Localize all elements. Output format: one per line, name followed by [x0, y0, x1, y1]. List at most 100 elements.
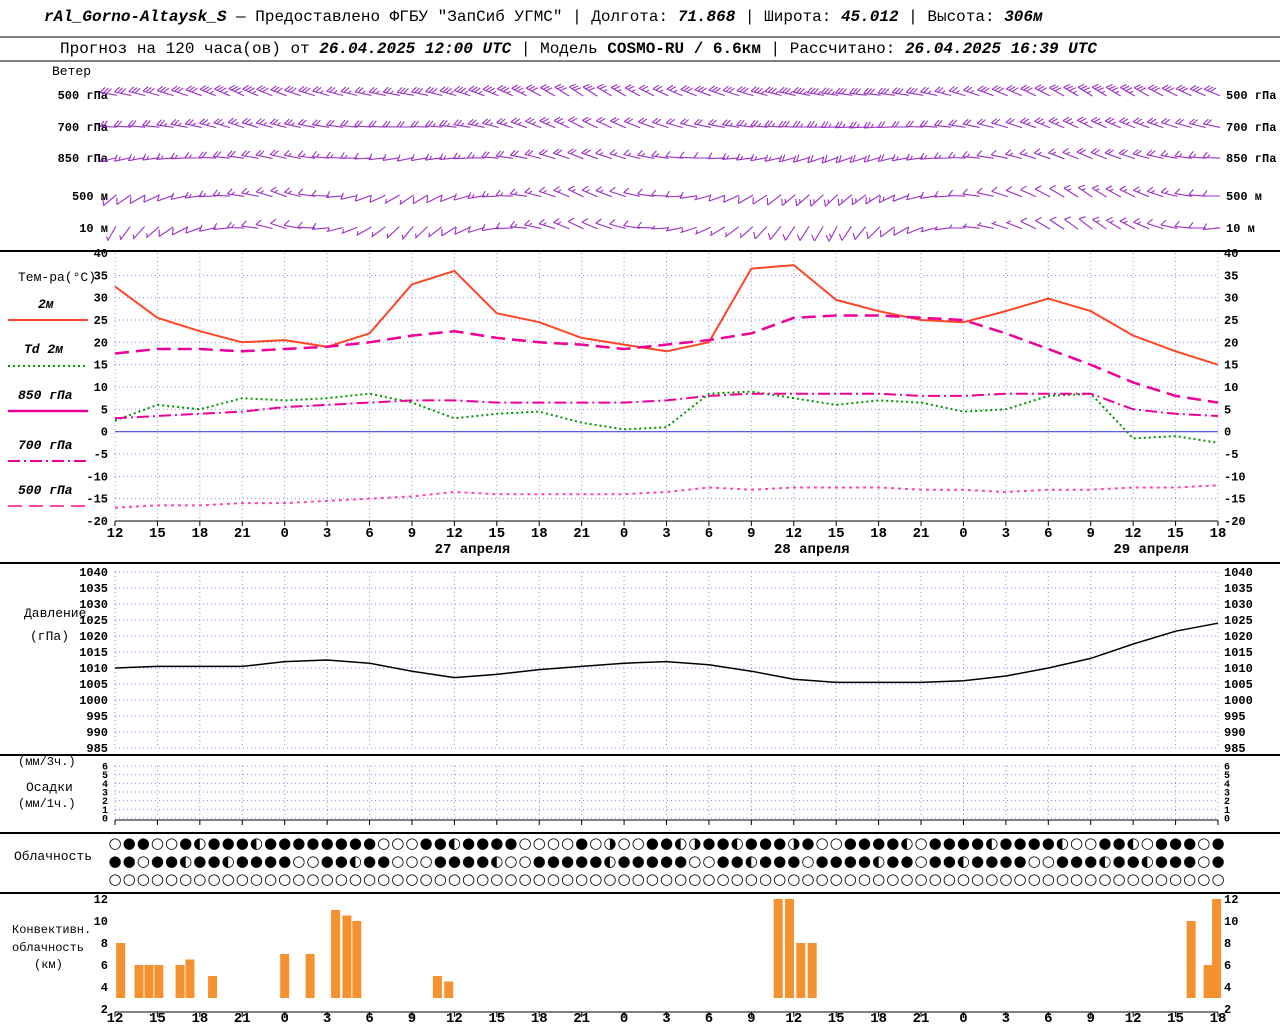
svg-text:○: ○ [1028, 870, 1041, 888]
svg-text:○: ○ [618, 870, 631, 888]
svg-text:○: ○ [858, 870, 871, 888]
svg-text:10: 10 [1224, 381, 1238, 395]
svg-text:○: ○ [1056, 870, 1069, 888]
svg-text:500 гПа: 500 гПа [1226, 89, 1276, 103]
pressure-unit-label: (гПа) [30, 629, 70, 644]
svg-text:○: ○ [1042, 852, 1055, 870]
svg-text:850 гПа: 850 гПа [58, 152, 108, 166]
svg-text:○: ○ [547, 870, 560, 888]
svg-text:●: ● [250, 852, 263, 870]
convective-bar [352, 921, 362, 998]
svg-text:1010: 1010 [1224, 662, 1253, 676]
svg-text:0: 0 [1224, 815, 1230, 826]
svg-text:1000: 1000 [79, 694, 108, 708]
svg-text:●: ● [561, 852, 574, 870]
svg-text:●: ● [1183, 834, 1196, 852]
svg-text:○: ○ [504, 870, 517, 888]
svg-text:990: 990 [86, 726, 108, 740]
svg-text:●: ● [660, 852, 673, 870]
svg-text:◑: ◑ [688, 834, 701, 852]
svg-text:◐: ◐ [448, 834, 461, 852]
svg-text:●: ● [547, 852, 560, 870]
svg-text:○: ○ [151, 870, 164, 888]
svg-text:●: ● [943, 834, 956, 852]
svg-text:●: ● [137, 834, 150, 852]
svg-text:0: 0 [959, 526, 967, 542]
svg-text:◑: ◑ [603, 834, 616, 852]
svg-text:18: 18 [531, 1011, 548, 1024]
temperature-series [114, 264, 1219, 366]
svg-text:25: 25 [1224, 314, 1238, 328]
svg-text:○: ○ [759, 870, 772, 888]
svg-text:○: ○ [179, 870, 192, 888]
svg-text:○: ○ [646, 870, 659, 888]
svg-text:850 гПа: 850 гПа [1226, 152, 1276, 166]
svg-text:1005: 1005 [1224, 678, 1253, 692]
convective-bar [208, 976, 218, 998]
precip-panel-label: Осадки [26, 780, 73, 795]
svg-text:15: 15 [1167, 526, 1184, 542]
svg-text:27 апреля: 27 апреля [435, 542, 511, 558]
svg-text:6: 6 [705, 1011, 713, 1024]
svg-text:18: 18 [870, 1011, 887, 1024]
svg-text:○: ○ [108, 870, 121, 888]
svg-text:○: ○ [519, 852, 532, 870]
svg-text:○: ○ [420, 870, 433, 888]
svg-text:○: ○ [914, 852, 927, 870]
svg-text:3: 3 [323, 1011, 331, 1024]
svg-text:○: ○ [1197, 852, 1210, 870]
svg-text:10: 10 [94, 915, 108, 929]
svg-text:1005: 1005 [79, 678, 108, 692]
convective-bar [1186, 921, 1196, 998]
svg-text:-20: -20 [1224, 515, 1246, 529]
svg-text:3: 3 [1224, 789, 1230, 800]
svg-text:12: 12 [94, 893, 108, 907]
convective-bar [144, 965, 154, 998]
svg-text:○: ○ [618, 834, 631, 852]
svg-text:○: ○ [900, 870, 913, 888]
convective-bar [1203, 965, 1213, 998]
svg-text:12: 12 [785, 1011, 802, 1024]
svg-text:0: 0 [620, 526, 628, 542]
svg-text:●: ● [476, 834, 489, 852]
svg-text:35: 35 [94, 269, 108, 283]
svg-text:9: 9 [747, 526, 755, 542]
svg-text:●: ● [504, 834, 517, 852]
pressure-line [114, 622, 1219, 684]
svg-text:●: ● [773, 834, 786, 852]
legend-label-td-2m: Td 2м [24, 342, 64, 357]
svg-text:○: ○ [1197, 834, 1210, 852]
convective-bar [134, 965, 144, 998]
svg-text:○: ○ [405, 852, 418, 870]
altitude-value: 306м [1004, 8, 1043, 26]
svg-text:●: ● [490, 834, 503, 852]
svg-text:○: ○ [1211, 870, 1224, 888]
svg-text:○: ○ [830, 870, 843, 888]
svg-text:35: 35 [1224, 269, 1238, 283]
svg-text:9: 9 [747, 1011, 755, 1024]
svg-text:●: ● [1013, 834, 1026, 852]
svg-text:◐: ◐ [957, 852, 970, 870]
svg-text:28 апреля: 28 апреля [774, 542, 850, 558]
svg-text:●: ● [1211, 852, 1224, 870]
svg-text:○: ○ [1070, 870, 1083, 888]
latitude-label: Широта: [764, 8, 841, 26]
svg-text:5: 5 [101, 403, 108, 417]
svg-text:-20: -20 [86, 515, 108, 529]
svg-text:◐: ◐ [193, 834, 206, 852]
altitude-label: Высота: [927, 8, 1005, 26]
svg-text:○: ○ [801, 852, 814, 870]
svg-text:3: 3 [1002, 526, 1010, 542]
svg-text:12: 12 [1125, 1011, 1142, 1024]
svg-text:500 гПа: 500 гПа [58, 89, 108, 103]
svg-text:○: ○ [830, 834, 843, 852]
svg-text:15: 15 [149, 526, 166, 542]
svg-text:15: 15 [149, 1011, 166, 1024]
svg-text:2: 2 [1224, 797, 1230, 808]
svg-text:●: ● [660, 834, 673, 852]
svg-text:4: 4 [1224, 780, 1230, 791]
svg-text:8: 8 [1224, 937, 1231, 951]
svg-text:5: 5 [1224, 771, 1230, 782]
svg-text:●: ● [165, 852, 178, 870]
header-line-2: Прогноз на 120 часа(ов) от 26.04.2025 12… [60, 40, 1097, 58]
